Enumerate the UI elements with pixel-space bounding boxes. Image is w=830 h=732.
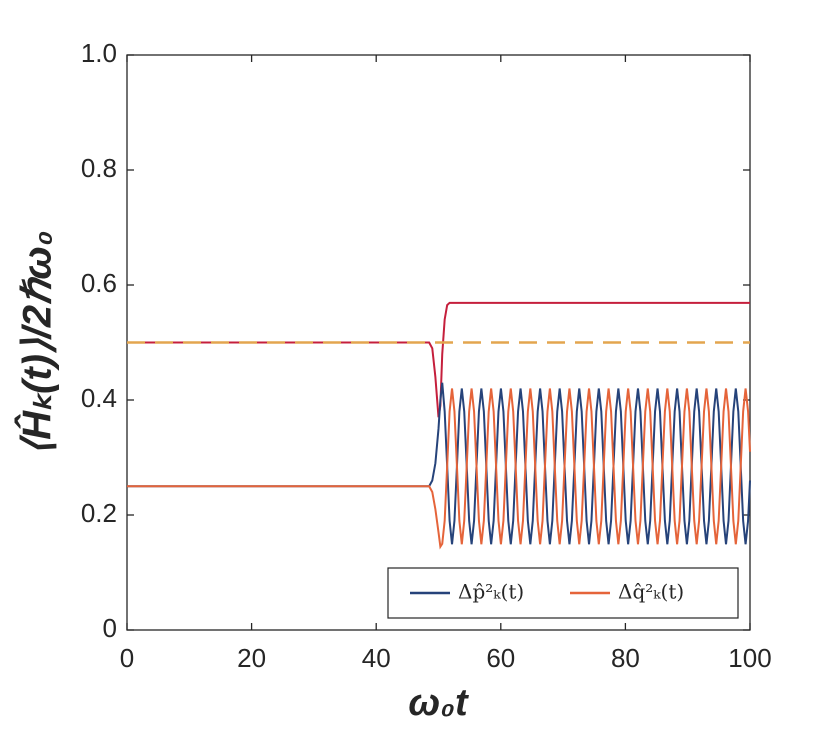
x-tick-label: 60	[486, 643, 515, 673]
y-tick-label: 0.6	[81, 268, 117, 298]
x-tick-label: 0	[120, 643, 134, 673]
y-tick-label: 0.4	[81, 383, 117, 413]
y-tick-label: 1.0	[81, 38, 117, 68]
x-axis-label: ω₀t	[408, 682, 469, 724]
legend-label: Δq̂²ₖ(t)	[618, 580, 684, 604]
x-tick-label: 20	[237, 643, 266, 673]
y-axis-label: ⟨Ĥₖ(t)⟩/2ℏω₀	[14, 231, 60, 456]
y-tick-label: 0	[103, 613, 117, 643]
x-tick-label: 80	[611, 643, 640, 673]
x-tick-label: 100	[728, 643, 771, 673]
legend-label: Δp̂²ₖ(t)	[458, 580, 524, 604]
x-tick-label: 40	[362, 643, 391, 673]
series-line	[127, 382, 751, 545]
series-line	[127, 388, 751, 550]
y-tick-label: 0.2	[81, 498, 117, 528]
y-tick-label: 0.8	[81, 153, 117, 183]
